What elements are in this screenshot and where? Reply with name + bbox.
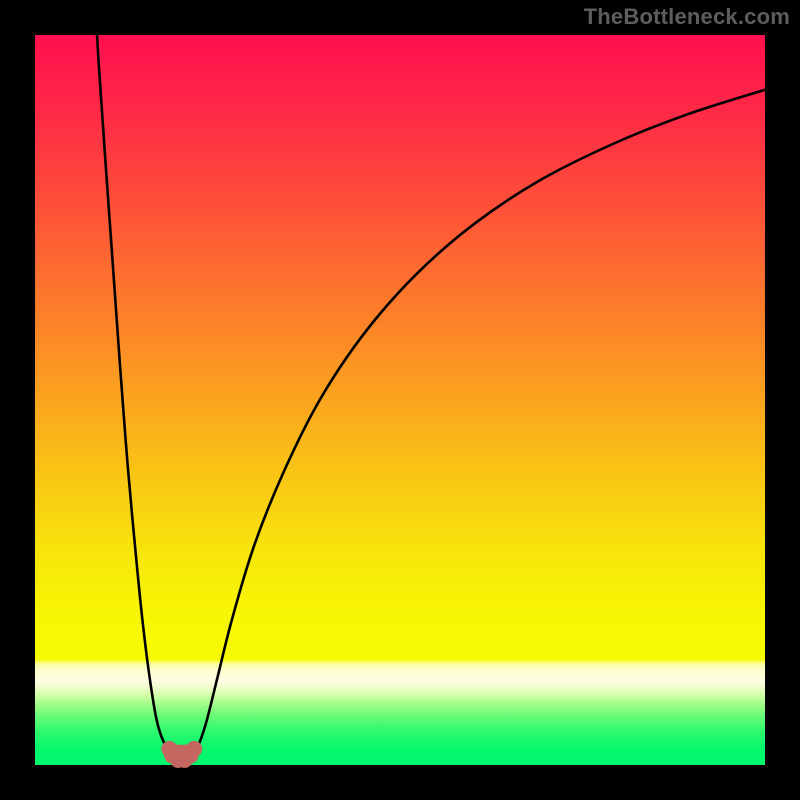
watermark-label: TheBottleneck.com [584, 4, 790, 30]
plot-background [35, 35, 765, 765]
chart-container: TheBottleneck.com [0, 0, 800, 800]
bottleneck-chart [0, 0, 800, 800]
